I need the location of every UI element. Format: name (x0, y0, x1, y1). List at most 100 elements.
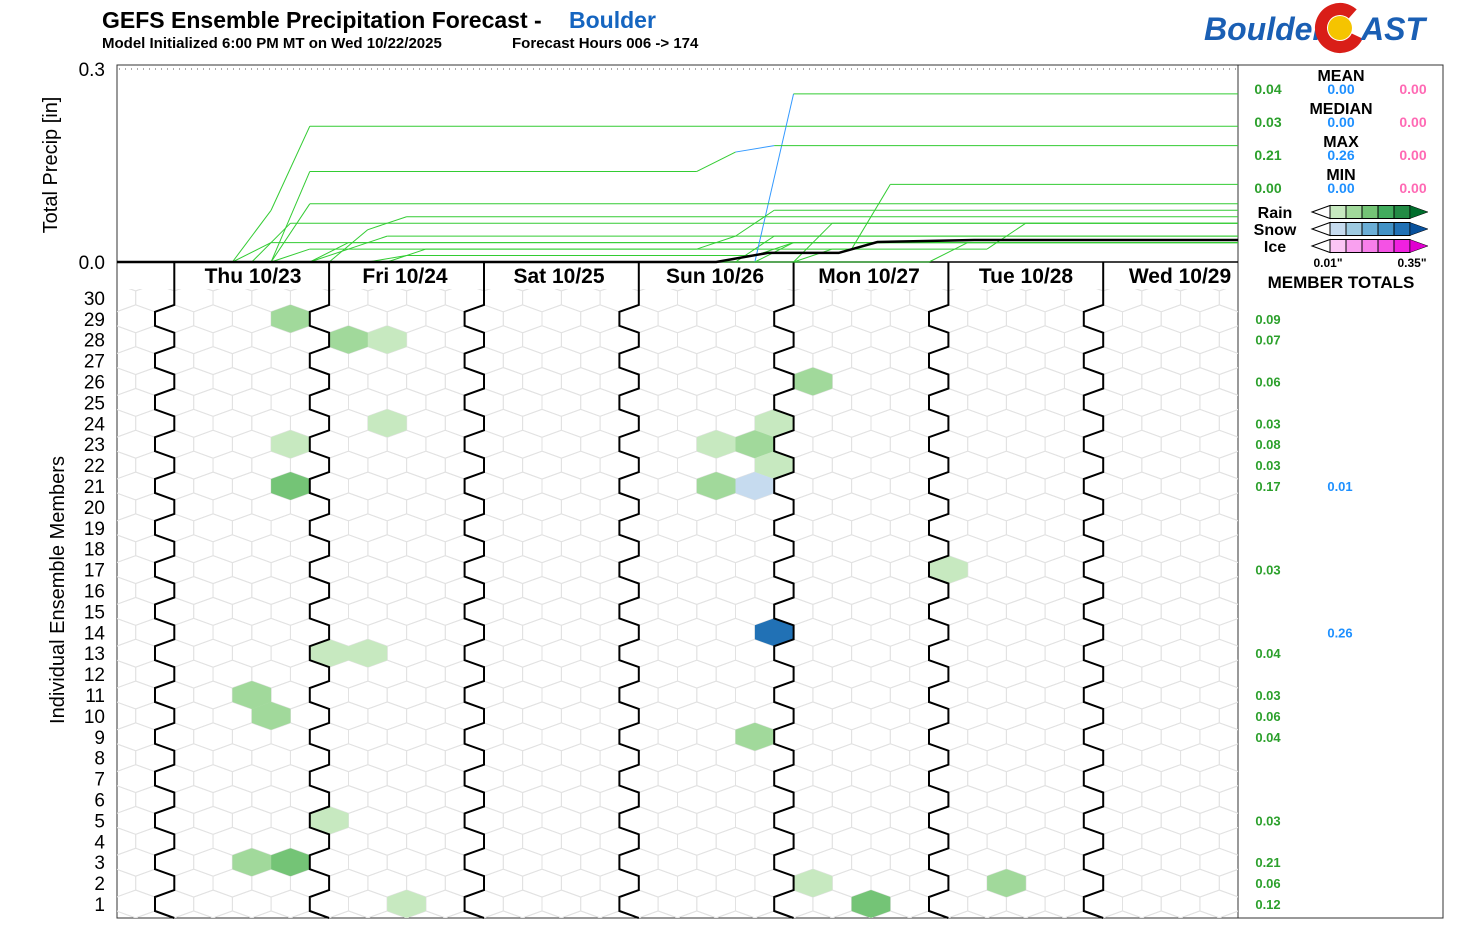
member-2-line-segment (793, 248, 833, 263)
day-separators (154, 262, 1105, 919)
grid-hex (715, 575, 756, 606)
grid-hex (1025, 701, 1065, 731)
legend-swatch-snow (1345, 222, 1363, 236)
grid-hex (947, 366, 988, 397)
grid-hex (1199, 513, 1238, 543)
grid-hex (1141, 366, 1181, 397)
grid-hex (483, 826, 524, 856)
grid-hex (638, 617, 678, 647)
member-total-rain: 0.09 (1255, 312, 1280, 327)
grid-hex (1025, 408, 1065, 438)
grid-hex (1199, 764, 1238, 794)
grid-hex (483, 492, 524, 522)
grid-hex (1277, 806, 1316, 834)
grid-hex (386, 680, 427, 710)
grid-hex (889, 346, 930, 376)
grid-hex (560, 784, 601, 815)
grid-hex (231, 304, 272, 334)
grid-hex (117, 805, 156, 835)
grid-hex (1141, 868, 1181, 898)
grid-hex (1218, 659, 1238, 689)
grid-hex (980, 289, 995, 292)
member-total-rain: 0.03 (1255, 416, 1280, 431)
grid-hex (715, 784, 756, 815)
grid-hex (438, 289, 453, 292)
grid-hex (831, 784, 872, 815)
grid-hex (1102, 659, 1143, 689)
member-label: 5 (94, 811, 105, 832)
grid-hex (1218, 367, 1238, 396)
member-label: 18 (84, 540, 105, 561)
grid-hex (483, 659, 524, 689)
grid-hex (1277, 388, 1316, 416)
grid-hex (709, 289, 724, 292)
grid-hex (812, 471, 853, 501)
grid-hex (889, 722, 930, 752)
grid-hex (1122, 805, 1162, 835)
member-label: 30 (84, 289, 105, 310)
grid-hex (360, 289, 375, 292)
stat-snow-value: 0.00 (1327, 81, 1354, 97)
grid-hex (986, 450, 1027, 480)
grid-hex (406, 701, 446, 731)
grid-hex (386, 596, 427, 626)
precip-cell-member-13-rain (348, 639, 388, 668)
grid-hex (715, 289, 756, 313)
grid-hex (1277, 556, 1316, 584)
grid-hex (1044, 346, 1085, 376)
grid-hex (367, 289, 408, 313)
grid-hex (1180, 575, 1220, 606)
member-total-rain: 0.04 (1255, 646, 1281, 661)
grid-hex (1102, 534, 1143, 564)
grid-hex (1044, 387, 1085, 417)
grid-hex (541, 847, 582, 877)
grid-hex (58, 786, 97, 814)
member-total-rain: 0.03 (1255, 458, 1280, 473)
logo-c-ring (1315, 3, 1365, 53)
member-total-rain: 0.08 (1255, 437, 1280, 452)
logo-text-left: Boulder (1204, 11, 1326, 47)
grid-hex (193, 764, 233, 794)
member-total-rain: 0.07 (1255, 333, 1280, 348)
stat-label: MAX (1323, 134, 1359, 151)
grid-hex (270, 764, 311, 794)
stat-label: MEDIAN (1309, 101, 1372, 118)
grid-hex (986, 492, 1027, 522)
grid-hex (947, 784, 988, 815)
grid-hex (1044, 764, 1085, 794)
stat-ice-value: 0.00 (1399, 114, 1426, 130)
member-3-line-segment (270, 125, 311, 211)
day-label: Wed 10/29 (1129, 265, 1231, 288)
grid-hex (1141, 659, 1181, 689)
grid-hex (870, 659, 911, 689)
grid-hex (231, 555, 272, 585)
grid-hex (367, 784, 408, 815)
grid-hex (793, 534, 833, 564)
grid-hex (348, 513, 388, 543)
grid-hex (1005, 304, 1046, 334)
grid-hex (386, 471, 427, 501)
grid-hex (851, 346, 891, 376)
members-ylabel: Individual Ensemble Members (47, 456, 69, 724)
grid-hex (735, 513, 775, 543)
member-total-rain: 0.03 (1255, 688, 1280, 703)
grid-hex (502, 346, 543, 376)
grid-hex (560, 868, 601, 898)
grid-hex (231, 889, 272, 918)
grid-hex (986, 784, 1027, 815)
grid-hex (793, 701, 833, 731)
grid-hex (483, 534, 524, 564)
grid-hex (1258, 827, 1297, 855)
grid-hex (1025, 659, 1065, 689)
grid-hex (1258, 744, 1297, 772)
member-total-rain: 0.03 (1255, 563, 1280, 578)
grid-hex (1102, 289, 1143, 313)
grid-hex (1239, 514, 1278, 542)
grid-hex (541, 304, 582, 334)
precip-cell-member-9-rain (735, 722, 775, 751)
grid-hex (638, 289, 678, 313)
grid-hex (1122, 764, 1162, 794)
grid-hex (1005, 513, 1046, 543)
grid-hex (1199, 889, 1238, 918)
grid-hex (212, 289, 253, 313)
